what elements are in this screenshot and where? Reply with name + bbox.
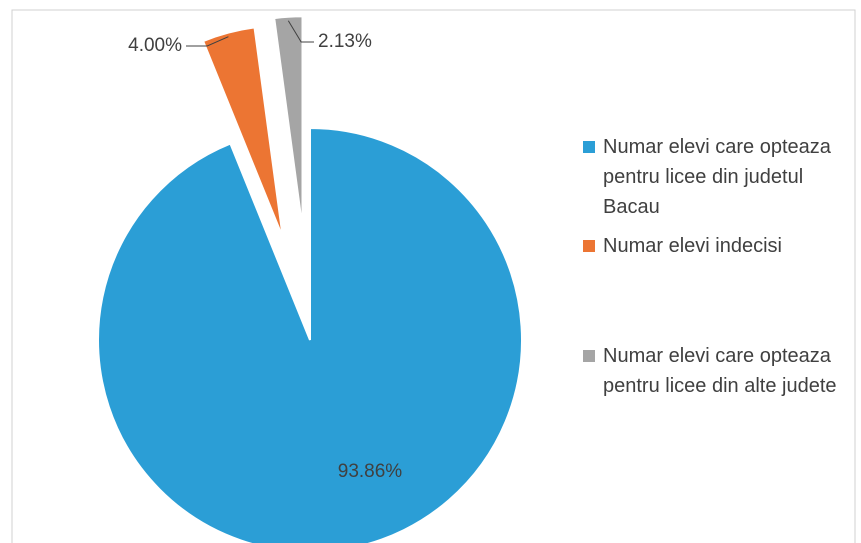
- legend-item: Numar elevi care opteaza pentru licee di…: [583, 341, 853, 401]
- legend-item: Numar elevi care opteaza pentru licee di…: [583, 132, 853, 222]
- legend-label: Numar elevi care opteaza pentru licee di…: [603, 345, 837, 397]
- data-label: 93.86%: [338, 461, 403, 482]
- legend-item: Numar elevi indecisi: [583, 231, 853, 261]
- pie-slice: [201, 26, 284, 238]
- legend-swatch: [583, 350, 595, 362]
- leader-line: [186, 36, 229, 47]
- legend-label: Numar elevi care opteaza pentru licee di…: [603, 136, 831, 218]
- data-label: 2.13%: [318, 31, 372, 52]
- pie-slice: [97, 126, 523, 543]
- pie-slice: [273, 15, 304, 229]
- legend-swatch: [583, 240, 595, 252]
- leader-line: [287, 20, 314, 43]
- legend-swatch: [583, 141, 595, 153]
- data-label: 4.00%: [128, 35, 182, 56]
- legend-label: Numar elevi indecisi: [603, 235, 782, 257]
- chart-border: [11, 9, 856, 543]
